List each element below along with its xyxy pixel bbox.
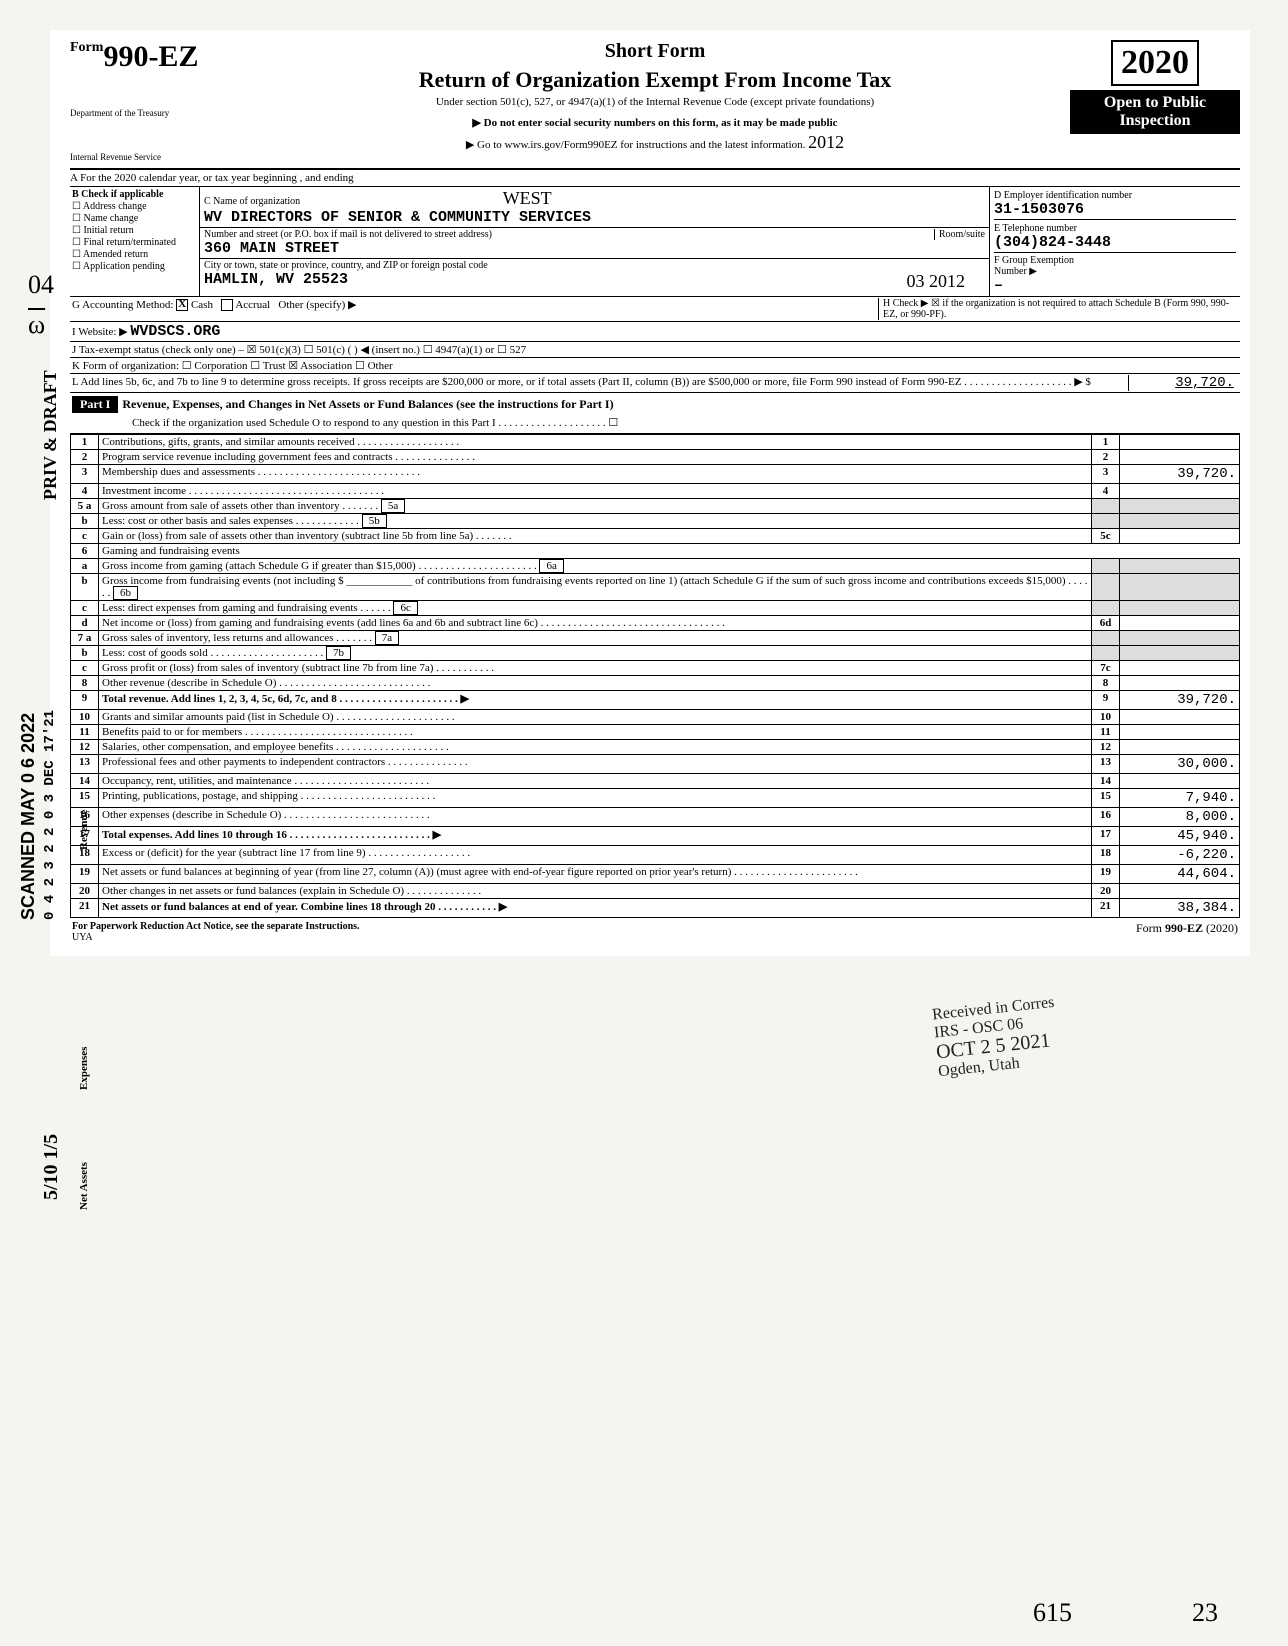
bottom-page-numbers: 615 23 <box>1033 1598 1218 1628</box>
line19-beginning-assets: 44,604. <box>1120 865 1240 884</box>
expenses-section-label: Expenses <box>78 1047 90 1090</box>
hand-priv-draft: PRIV & DRAFT <box>40 370 61 500</box>
tax-year: 2020 <box>1111 40 1199 86</box>
line3-amount: 39,720. <box>1120 465 1240 484</box>
footer: For Paperwork Reduction Act Notice, see … <box>70 918 1240 946</box>
hand-fraction: 5/10 1/5 <box>40 1134 63 1200</box>
net-assets-section-label: Net Assets <box>78 1162 90 1210</box>
line16-amount: 8,000. <box>1120 808 1240 827</box>
col-b-checkboxes: B Check if applicable Address change Nam… <box>70 187 200 296</box>
chk-initial-return[interactable]: Initial return <box>72 225 197 236</box>
line15-amount: 7,940. <box>1120 789 1240 808</box>
organization-name: WV DIRECTORS OF SENIOR & COMMUNITY SERVI… <box>204 209 591 226</box>
form-number: Form990-EZ <box>70 40 240 74</box>
street-address: 360 MAIN STREET <box>204 240 339 257</box>
line13-amount: 30,000. <box>1120 755 1240 774</box>
short-form-label: Short Form <box>240 40 1070 63</box>
city-state-zip: HAMLIN, WV 25523 <box>204 271 348 288</box>
line-i-website: I Website: ▶ WVDSCS.ORG <box>70 322 1240 342</box>
header-grid: B Check if applicable Address change Nam… <box>70 187 1240 297</box>
received-stamp: Received in Corres IRS - OSC 06 OCT 2 5 … <box>932 994 1062 1081</box>
irs-label: Internal Revenue Service <box>70 152 240 162</box>
line-l-gross-receipts: L Add lines 5b, 6c, and 7b to line 9 to … <box>70 374 1240 393</box>
no-ssn-warning: ▶ Do not enter social security numbers o… <box>240 116 1070 129</box>
side-date-stamp: 0 4 2 3 2 2 0 3 DEC 17'21 <box>42 710 58 920</box>
part1-header: Part I Revenue, Expenses, and Changes in… <box>70 393 1240 434</box>
under-section: Under section 501(c), 527, or 4947(a)(1)… <box>240 96 1070 108</box>
line17-total-expenses: 45,940. <box>1120 827 1240 846</box>
line-h-schedule-b: H Check ▶ ☒ if the organization is not r… <box>878 298 1238 320</box>
gross-receipts-amount: 39,720. <box>1128 375 1238 391</box>
chk-accrual[interactable] <box>221 299 233 311</box>
open-to-public: Open to Public Inspection <box>1070 90 1240 134</box>
scanned-stamp: SCANNED MAY 0 6 2022 <box>18 713 39 920</box>
row-a-tax-year: A For the 2020 calendar year, or tax yea… <box>70 170 1240 187</box>
col-d-ein-tel: D Employer identification number 31-1503… <box>990 187 1240 296</box>
line21-end-assets: 38,384. <box>1120 899 1240 918</box>
chk-name-change[interactable]: Name change <box>72 213 197 224</box>
chk-amended-return[interactable]: Amended return <box>72 249 197 260</box>
hand-mark-04: 04 <box>28 270 54 300</box>
form-header: Form990-EZ Department of the Treasury In… <box>70 40 1240 170</box>
line9-total-revenue: 39,720. <box>1120 691 1240 710</box>
ein: 31-1503076 <box>994 201 1084 218</box>
chk-cash[interactable] <box>176 299 188 311</box>
hand-mark-omega: ω <box>28 310 45 340</box>
chk-address-change[interactable]: Address change <box>72 201 197 212</box>
main-title: Return of Organization Exempt From Incom… <box>240 67 1070 93</box>
line-k-org-form: K Form of organization: ☐ Corporation ☐ … <box>70 358 1240 374</box>
line-g-accounting: G Accounting Method: Cash Accrual Other … <box>70 297 1240 322</box>
revenue-section-label: Revenue <box>78 810 90 850</box>
col-c-org-info: C Name of organization WEST WV DIRECTORS… <box>200 187 990 296</box>
line-j-tax-exempt: J Tax-exempt status (check only one) – ☒… <box>70 342 1240 358</box>
hand-west: WEST <box>503 188 552 209</box>
chk-final-return[interactable]: Final return/terminated <box>72 237 197 248</box>
telephone: (304)824-3448 <box>994 234 1111 251</box>
goto-url: ▶ Go to www.irs.gov/Form990EZ for instru… <box>240 132 1070 153</box>
dept-treasury: Department of the Treasury <box>70 108 240 118</box>
chk-application-pending[interactable]: Application pending <box>72 261 197 272</box>
revenue-expense-table: 1Contributions, gifts, grants, and simil… <box>70 434 1240 918</box>
line18-excess-deficit: -6,220. <box>1120 846 1240 865</box>
hand-initials: 03 2012 <box>907 271 966 292</box>
form-page: Form990-EZ Department of the Treasury In… <box>50 30 1250 956</box>
